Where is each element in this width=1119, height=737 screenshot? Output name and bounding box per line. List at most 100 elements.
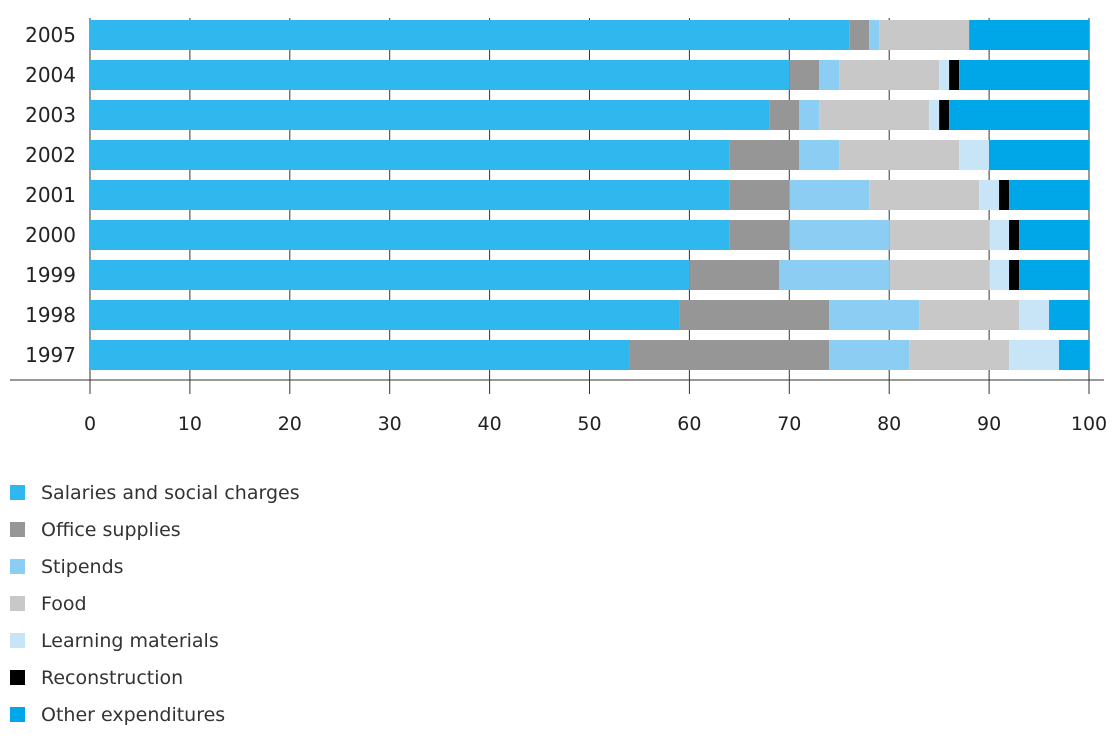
legend-label: Learning materials	[41, 629, 219, 652]
bar-segment	[839, 60, 940, 90]
bar-segment	[689, 260, 780, 290]
bar-segment	[789, 180, 870, 210]
legend-item: Salaries and social charges	[10, 474, 300, 511]
bar-segment	[90, 100, 770, 130]
bar-segment	[1009, 340, 1060, 370]
x-tick-label: 80	[877, 413, 901, 435]
category-label: 2004	[25, 63, 76, 87]
category-label: 2002	[25, 143, 76, 167]
x-tick-label: 100	[1071, 413, 1107, 435]
legend-swatch	[10, 522, 25, 537]
legend-swatch	[10, 670, 25, 685]
bar-segment	[869, 20, 880, 50]
bar-segment	[769, 100, 800, 130]
legend-swatch	[10, 633, 25, 648]
bar-segment	[819, 60, 840, 90]
legend-item: Reconstruction	[10, 659, 300, 696]
bar-segment	[829, 340, 910, 370]
bar-segment	[90, 20, 850, 50]
legend-swatch	[10, 559, 25, 574]
category-label: 2003	[25, 103, 76, 127]
bar-segment	[889, 220, 990, 250]
bar-segment	[90, 260, 690, 290]
legend-swatch	[10, 707, 25, 722]
bar-segment	[919, 300, 1020, 330]
bar-segment	[1009, 180, 1089, 210]
bar-segment	[939, 60, 950, 90]
bar-segment	[1009, 260, 1020, 290]
bar-segment	[1019, 220, 1089, 250]
legend-label: Food	[41, 592, 87, 615]
legend-label: Reconstruction	[41, 666, 184, 689]
bar-segment	[799, 140, 840, 170]
bar-segment	[1049, 300, 1089, 330]
bar-segment	[959, 140, 990, 170]
bar-segment	[849, 20, 870, 50]
bar-segment	[789, 60, 820, 90]
bar-segment	[729, 180, 790, 210]
bar-segment	[1009, 220, 1020, 250]
x-tick-label: 60	[677, 413, 701, 435]
legend-label: Stipends	[41, 555, 124, 578]
bars	[90, 20, 1089, 370]
bar-segment	[829, 300, 920, 330]
category-label: 2000	[25, 223, 76, 247]
bar-segment	[949, 100, 1089, 130]
category-label: 1999	[25, 263, 76, 287]
stacked-bar-chart: 0 10 20 30 40 50 60 70 80 90 100 20052004200320022…	[10, 18, 1107, 435]
legend-item: Food	[10, 585, 300, 622]
bar-segment	[679, 300, 830, 330]
bar-segment	[799, 100, 820, 130]
bar-segment	[909, 340, 1010, 370]
category-label: 1997	[25, 343, 76, 367]
bar-segment	[999, 180, 1010, 210]
category-labels: 2005 2004 2003 2002 2001 2000 1999 1998 1997	[25, 23, 76, 367]
bar-segment	[949, 60, 960, 90]
legend-item: Other expenditures	[10, 696, 300, 733]
x-tick-label: 70	[777, 413, 801, 435]
bar-segment	[90, 60, 790, 90]
legend: Salaries and social charges Office suppli…	[10, 474, 300, 733]
bar-segment	[90, 180, 730, 210]
bar-segment	[1059, 340, 1089, 370]
bar-segment	[889, 260, 990, 290]
bar-segment	[789, 220, 890, 250]
legend-item: Learning materials	[10, 622, 300, 659]
bar-segment	[869, 180, 980, 210]
legend-label: Salaries and social charges	[41, 481, 300, 504]
bar-segment	[729, 220, 790, 250]
x-tick-label: 90	[977, 413, 1001, 435]
x-tick-label: 0	[84, 413, 96, 435]
bar-segment	[819, 100, 930, 130]
legend-item: Stipends	[10, 548, 300, 585]
bar-segment	[989, 260, 1010, 290]
x-tick-labels: 0 10 20 30 40 50 60 70 80 90 100	[84, 413, 1107, 435]
x-tick-label: 50	[577, 413, 601, 435]
x-tick-label: 40	[478, 413, 502, 435]
bar-segment	[959, 60, 1089, 90]
x-tick-label: 30	[378, 413, 402, 435]
x-tick-label: 10	[178, 413, 202, 435]
category-label: 2001	[25, 183, 76, 207]
bar-segment	[779, 260, 890, 290]
bar-segment	[90, 140, 730, 170]
bar-segment	[879, 20, 970, 50]
legend-label: Other expenditures	[41, 703, 226, 726]
bar-segment	[839, 140, 960, 170]
category-label: 2005	[25, 23, 76, 47]
bar-segment	[929, 100, 940, 130]
legend-item: Office supplies	[10, 511, 300, 548]
bar-segment	[729, 140, 800, 170]
bar-segment	[1019, 260, 1089, 290]
bar-segment	[989, 140, 1089, 170]
bar-segment	[979, 180, 1000, 210]
legend-swatch	[10, 596, 25, 611]
legend-swatch	[10, 485, 25, 500]
bar-segment	[90, 220, 730, 250]
bar-segment	[90, 340, 630, 370]
bar-segment	[939, 100, 950, 130]
category-label: 1998	[25, 303, 76, 327]
bar-segment	[969, 20, 1089, 50]
bar-segment	[1019, 300, 1050, 330]
bar-segment	[989, 220, 1010, 250]
